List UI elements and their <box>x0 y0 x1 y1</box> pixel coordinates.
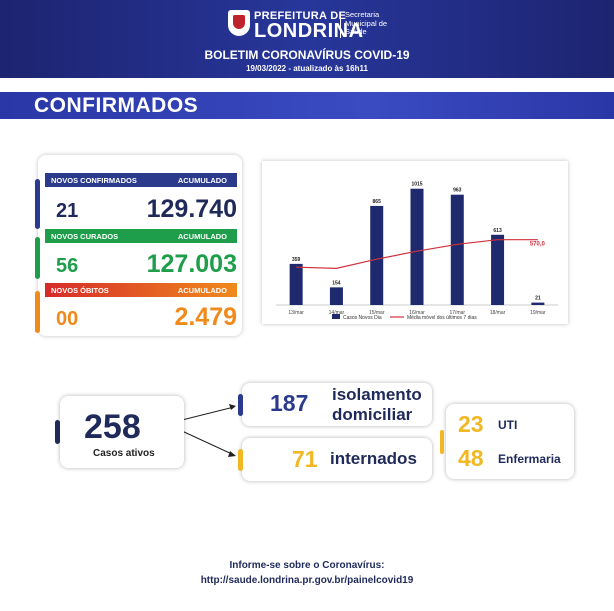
footer-info: Informe-se sobre o Coronavírus: <box>229 560 385 571</box>
internados-label: internados <box>330 449 417 468</box>
bar-14/mar <box>329 287 343 305</box>
x-tick-label: 19/mar <box>530 310 546 316</box>
casos-ativos-label: Casos ativos <box>93 448 155 459</box>
isolamento-label-2: domiciliar <box>332 405 413 424</box>
uti-value: 23 <box>458 411 484 437</box>
confirmados-accent <box>35 179 40 229</box>
x-tick-label: 14/mar <box>329 310 345 316</box>
secretaria-line-1: Secretaria <box>345 10 380 19</box>
curados-label: NOVOS CURADOS <box>51 232 119 241</box>
leitos-card: 23 UTI 48 Enfermaria <box>446 404 574 479</box>
chart-card: 359 13/mar 154 14/mar 865 15/mar 1015 16/mar 963… <box>262 161 568 324</box>
moving-average-line <box>296 239 538 269</box>
curados-novos: 56 <box>56 255 79 277</box>
isolamento-label-1: isolamento <box>332 385 422 404</box>
bar-19/mar <box>531 302 545 305</box>
bar-18/mar <box>491 234 505 305</box>
uti-label: UTI <box>498 418 518 432</box>
confirmados-header: NOVOS CONFIRMADOS ACUMULADO <box>45 173 237 187</box>
city-name: LONDRINA <box>254 20 364 42</box>
secretaria-label: Secretaria Municipal de Saúde <box>345 10 388 37</box>
internados-card: 71 internados <box>242 438 432 481</box>
confirmados-label: NOVOS CONFIRMADOS <box>51 176 137 185</box>
obitos-label: NOVOS ÓBITOS <box>51 286 109 295</box>
isolamento-accent <box>238 394 243 416</box>
x-tick-label: 15/mar <box>369 310 385 316</box>
bar-13/mar <box>289 263 303 305</box>
obitos-header: NOVOS ÓBITOS ACUMULADO <box>45 283 237 297</box>
confirmados-novos: 21 <box>56 200 79 222</box>
confirmados-acc-label: ACUMULADO <box>177 176 227 185</box>
section-title: CONFIRMADOS <box>34 94 199 117</box>
internados-accent <box>238 449 243 471</box>
bulletin-title: BOLETIM CORONAVÍRUS COVID-19 <box>204 48 410 62</box>
leitos-accent <box>440 430 444 454</box>
arrow-head-isolamento <box>229 404 236 410</box>
x-tick-label: 17/mar <box>450 310 466 316</box>
data-label: 154 <box>332 280 341 286</box>
data-label: 1015 <box>411 182 422 188</box>
isolamento-card: 187 isolamento domiciliar <box>242 383 432 426</box>
isolamento-value: 187 <box>270 390 309 416</box>
confirmados-acumulado: 129.740 <box>146 195 237 223</box>
casos-ativos-card: 258 Casos ativos <box>60 396 184 468</box>
footer-link[interactable]: http://saude.londrina.pr.gov.br/painelco… <box>200 575 414 586</box>
arrow-head-internados <box>228 451 236 457</box>
data-label: 963 <box>453 188 462 194</box>
obitos-accent <box>35 291 40 333</box>
stats-card: NOVOS CONFIRMADOS ACUMULADO 21 129.740 N… <box>35 155 242 336</box>
legend-bar-swatch <box>332 314 340 319</box>
data-label: 613 <box>493 228 502 234</box>
bulletin-date: 19/03/2022 - atualizado às 16h11 <box>246 64 368 73</box>
obitos-acc-label: ACUMULADO <box>177 286 227 295</box>
data-label: 359 <box>292 257 301 263</box>
arrow-to-internados <box>181 430 235 456</box>
bar-17/mar <box>450 194 464 305</box>
legend-bar-label: Casos Novos Dia <box>343 315 382 321</box>
obitos-acumulado: 2.479 <box>174 303 237 331</box>
bar-16/mar <box>410 188 424 305</box>
x-tick-label: 16/mar <box>409 310 425 316</box>
bar-15/mar <box>370 205 384 305</box>
casos-ativos-accent <box>55 420 60 444</box>
header-banner: PREFEITURA DE LONDRINA Secretaria Munici… <box>0 0 614 78</box>
cases-chart: 359 13/mar 154 14/mar 865 15/mar 1015 16/mar 963… <box>276 182 558 321</box>
logo: PREFEITURA DE LONDRINA Secretaria Munici… <box>0 8 614 42</box>
curados-acc-label: ACUMULADO <box>177 232 227 241</box>
x-tick-label: 13/mar <box>288 310 304 316</box>
data-label: 865 <box>373 199 382 205</box>
prefeitura-label: PREFEITURA DE <box>254 10 347 22</box>
curados-accent <box>35 237 40 279</box>
data-label: 21 <box>535 296 541 302</box>
enfermaria-label: Enfermaria <box>498 452 561 466</box>
arrow-to-isolamento <box>181 406 235 421</box>
obitos-novos: 00 <box>56 308 79 330</box>
enfermaria-value: 48 <box>458 445 484 471</box>
isolamento-label: isolamento domiciliar <box>332 385 422 425</box>
casos-ativos-value: 258 <box>84 408 141 446</box>
secretaria-line-2: Municipal de <box>345 18 388 28</box>
legend-line-label: Média móvel dos últimos 7 dias <box>407 315 477 321</box>
curados-header: NOVOS CURADOS ACUMULADO <box>45 229 237 243</box>
section-bar: CONFIRMADOS <box>0 92 614 119</box>
line-end-label: 570,0 <box>530 242 546 248</box>
secretaria-line-3: Saúde <box>345 27 367 36</box>
x-tick-label: 18/mar <box>490 310 506 316</box>
curados-acumulado: 127.003 <box>146 250 237 278</box>
crest-icon <box>228 10 250 36</box>
logo-divider <box>340 12 341 38</box>
internados-value: 71 <box>292 446 318 472</box>
